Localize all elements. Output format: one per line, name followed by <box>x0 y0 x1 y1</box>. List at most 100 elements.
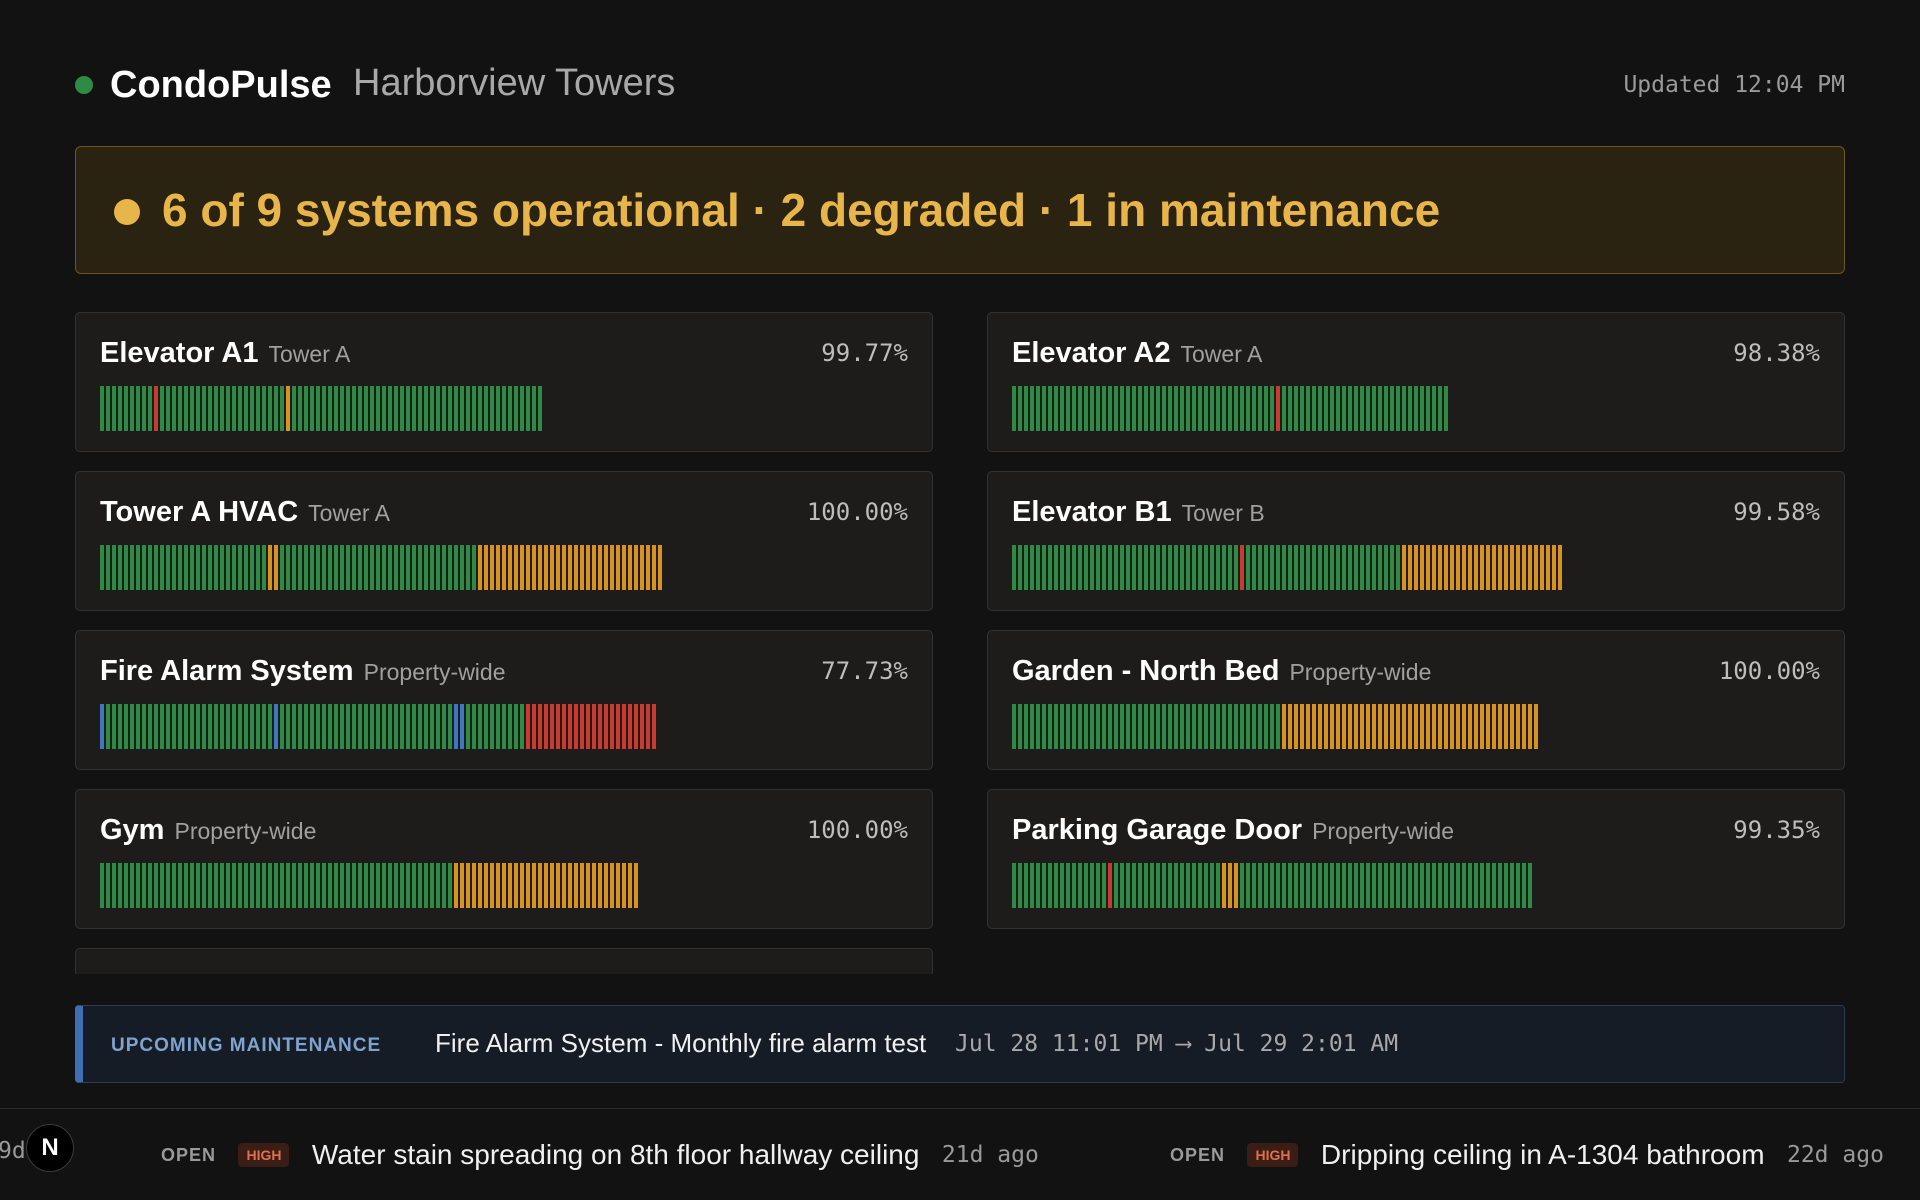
uptime-bar[interactable] <box>154 386 158 431</box>
uptime-bar[interactable] <box>118 863 122 908</box>
uptime-bar[interactable] <box>364 545 368 590</box>
uptime-bar[interactable] <box>1276 704 1280 749</box>
uptime-bar[interactable] <box>550 863 554 908</box>
uptime-bar[interactable] <box>1264 386 1268 431</box>
uptime-bar[interactable] <box>238 386 242 431</box>
uptime-bar[interactable] <box>148 863 152 908</box>
uptime-bar[interactable] <box>118 386 122 431</box>
uptime-bar[interactable] <box>1288 863 1292 908</box>
uptime-bar[interactable] <box>1174 704 1178 749</box>
uptime-bar[interactable] <box>1042 545 1046 590</box>
uptime-bar[interactable] <box>1204 386 1208 431</box>
uptime-bar[interactable] <box>1174 386 1178 431</box>
uptime-bar[interactable] <box>1150 863 1154 908</box>
uptime-bar[interactable] <box>1072 545 1076 590</box>
uptime-bar[interactable] <box>514 704 518 749</box>
uptime-bar[interactable] <box>178 863 182 908</box>
uptime-bar[interactable] <box>304 863 308 908</box>
uptime-bar[interactable] <box>208 386 212 431</box>
uptime-bar[interactable] <box>340 863 344 908</box>
uptime-bar[interactable] <box>1294 386 1298 431</box>
uptime-bar[interactable] <box>1108 545 1112 590</box>
uptime-bar[interactable] <box>1126 386 1130 431</box>
uptime-bar[interactable] <box>1252 545 1256 590</box>
uptime-bar[interactable] <box>1306 704 1310 749</box>
ticker-item[interactable]: OPEN HIGH Water stain spreading on 8th f… <box>161 1139 1039 1175</box>
uptime-bar[interactable] <box>310 386 314 431</box>
uptime-bar[interactable] <box>1288 386 1292 431</box>
uptime-bar[interactable] <box>580 704 584 749</box>
uptime-bar[interactable] <box>400 545 404 590</box>
uptime-bar[interactable] <box>1084 386 1088 431</box>
uptime-bar[interactable] <box>1510 863 1514 908</box>
uptime-bar[interactable] <box>1240 704 1244 749</box>
uptime-bar[interactable] <box>484 863 488 908</box>
uptime-bar[interactable] <box>400 863 404 908</box>
uptime-bar[interactable] <box>634 863 638 908</box>
uptime-bar[interactable] <box>448 386 452 431</box>
uptime-bar[interactable] <box>292 863 296 908</box>
uptime-bar[interactable] <box>1096 863 1100 908</box>
uptime-bar[interactable] <box>382 863 386 908</box>
uptime-bar[interactable] <box>634 545 638 590</box>
uptime-bar[interactable] <box>298 863 302 908</box>
uptime-bar[interactable] <box>562 545 566 590</box>
uptime-bar[interactable] <box>166 704 170 749</box>
uptime-bar[interactable] <box>1366 545 1370 590</box>
uptime-bar[interactable] <box>1168 545 1172 590</box>
uptime-bar[interactable] <box>466 386 470 431</box>
uptime-bar[interactable] <box>1204 545 1208 590</box>
uptime-bar[interactable] <box>172 545 176 590</box>
uptime-bar[interactable] <box>634 704 638 749</box>
uptime-bar[interactable] <box>256 386 260 431</box>
uptime-bar[interactable] <box>586 704 590 749</box>
uptime-bar[interactable] <box>1294 545 1298 590</box>
uptime-bar[interactable] <box>1342 863 1346 908</box>
uptime-bar[interactable] <box>1426 704 1430 749</box>
uptime-bar[interactable] <box>562 704 566 749</box>
uptime-bar[interactable] <box>1222 386 1226 431</box>
uptime-bar[interactable] <box>412 545 416 590</box>
uptime-bar[interactable] <box>508 386 512 431</box>
uptime-bar[interactable] <box>424 386 428 431</box>
uptime-bar[interactable] <box>358 704 362 749</box>
uptime-bar[interactable] <box>1348 545 1352 590</box>
uptime-bar[interactable] <box>1162 386 1166 431</box>
uptime-bar[interactable] <box>328 704 332 749</box>
uptime-bar[interactable] <box>1108 386 1112 431</box>
uptime-bar[interactable] <box>1522 863 1526 908</box>
uptime-bar[interactable] <box>1120 863 1124 908</box>
uptime-bar[interactable] <box>1078 704 1082 749</box>
uptime-bar[interactable] <box>412 704 416 749</box>
uptime-bar[interactable] <box>1444 386 1448 431</box>
uptime-bar[interactable] <box>574 863 578 908</box>
uptime-bar[interactable] <box>1300 386 1304 431</box>
uptime-bar[interactable] <box>1036 704 1040 749</box>
uptime-bar[interactable] <box>1408 386 1412 431</box>
uptime-bar[interactable] <box>424 545 428 590</box>
uptime-bar[interactable] <box>352 704 356 749</box>
uptime-bar[interactable] <box>1396 863 1400 908</box>
uptime-bar[interactable] <box>502 386 506 431</box>
uptime-bar[interactable] <box>1522 545 1526 590</box>
uptime-bar[interactable] <box>322 545 326 590</box>
uptime-bar[interactable] <box>1066 386 1070 431</box>
uptime-bar[interactable] <box>604 545 608 590</box>
uptime-bar[interactable] <box>652 704 656 749</box>
uptime-bar[interactable] <box>1528 863 1532 908</box>
uptime-bar[interactable] <box>1132 863 1136 908</box>
uptime-bar[interactable] <box>1198 863 1202 908</box>
uptime-bar[interactable] <box>1378 863 1382 908</box>
system-card[interactable] <box>75 948 933 974</box>
uptime-bar[interactable] <box>1300 863 1304 908</box>
uptime-bar[interactable] <box>418 704 422 749</box>
system-card[interactable]: Elevator A2 Tower A 98.38% <box>987 312 1845 452</box>
uptime-bar[interactable] <box>1420 386 1424 431</box>
uptime-bar[interactable] <box>1288 704 1292 749</box>
uptime-bar[interactable] <box>334 386 338 431</box>
uptime-bar[interactable] <box>1282 386 1286 431</box>
uptime-bar[interactable] <box>238 863 242 908</box>
uptime-bar[interactable] <box>1486 704 1490 749</box>
uptime-bar[interactable] <box>508 545 512 590</box>
uptime-bar[interactable] <box>262 863 266 908</box>
